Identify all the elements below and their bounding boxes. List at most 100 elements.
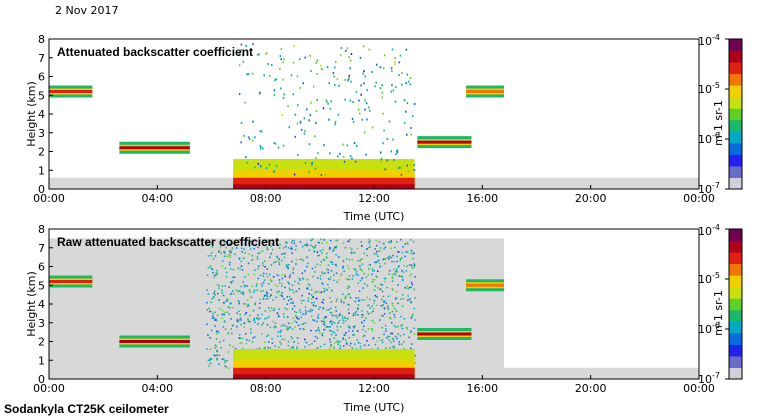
speckle — [261, 130, 263, 133]
panel-attenuated: Attenuated backscatter coefficient 01234… — [25, 33, 743, 223]
noise-pixel — [304, 306, 307, 308]
speckle — [240, 43, 243, 46]
speckle — [392, 138, 394, 141]
noise-pixel — [380, 288, 382, 290]
noise-pixel — [273, 326, 275, 329]
noise-pixel — [264, 294, 266, 297]
noise-pixel — [211, 246, 214, 248]
noise-pixel — [386, 337, 388, 339]
noise-pixel — [396, 255, 398, 258]
noise-pixel — [357, 260, 359, 262]
colorbar-segment — [729, 154, 742, 167]
noise-pixel — [319, 332, 321, 334]
noise-pixel — [316, 320, 318, 323]
speckle — [280, 58, 282, 61]
noise-pixel — [262, 281, 265, 284]
noise-pixel — [331, 261, 333, 263]
colorbar-segment — [729, 275, 742, 288]
noise-pixel — [320, 290, 323, 293]
noise-pixel — [367, 273, 370, 276]
noise-pixel — [376, 296, 378, 298]
noise-pixel — [249, 314, 251, 317]
noise-pixel — [410, 264, 413, 266]
speckle — [400, 166, 402, 169]
noise-pixel — [240, 323, 242, 326]
noise-pixel — [230, 318, 232, 320]
noise-pixel — [295, 321, 298, 324]
noise-pixel — [218, 363, 220, 365]
noise-pixel — [351, 278, 353, 280]
noise-pixel — [390, 247, 392, 249]
noise-pixel — [307, 288, 309, 290]
noise-pixel — [231, 332, 233, 335]
noise-pixel — [261, 285, 263, 287]
noise-pixel — [353, 268, 355, 270]
x-tick-label: 12:00 — [358, 192, 390, 205]
noise-pixel — [281, 292, 283, 294]
noise-pixel — [384, 277, 387, 280]
noise-pixel — [267, 298, 269, 300]
noise-pixel — [323, 239, 325, 241]
y-tick-label: 1 — [38, 164, 45, 177]
noise-pixel — [293, 242, 296, 245]
noise-pixel — [316, 263, 318, 265]
speckle — [366, 118, 368, 121]
noise-pixel — [376, 340, 378, 342]
speckle — [413, 169, 416, 172]
noise-pixel — [407, 299, 409, 302]
noise-pixel — [269, 347, 271, 349]
noise-pixel — [330, 344, 332, 346]
noise-pixel — [206, 309, 209, 311]
noise-pixel — [284, 275, 286, 278]
noise-pixel — [239, 313, 241, 316]
noise-pixel — [212, 315, 214, 317]
colorbar-segment — [729, 286, 742, 299]
noise-pixel — [262, 264, 264, 267]
noise-pixel — [322, 302, 324, 304]
noise-pixel — [319, 345, 322, 348]
speckle — [299, 86, 301, 89]
y-tick-label: 3 — [38, 127, 45, 140]
noise-pixel — [264, 266, 266, 268]
noise-pixel — [224, 320, 226, 322]
noise-pixel — [342, 242, 345, 244]
speckle — [299, 120, 302, 123]
noise-pixel — [383, 333, 385, 336]
noise-pixel — [216, 350, 218, 353]
noise-pixel — [270, 245, 272, 247]
noise-pixel — [265, 273, 268, 275]
noise-pixel — [363, 272, 365, 275]
noise-pixel — [347, 303, 349, 306]
noise-pixel — [323, 343, 326, 346]
noise-pixel — [377, 270, 379, 272]
noise-pixel — [211, 297, 213, 300]
noise-pixel — [266, 240, 269, 243]
noise-pixel — [225, 271, 228, 274]
noise-pixel — [347, 240, 349, 243]
noise-pixel — [273, 261, 275, 264]
speckle — [329, 152, 331, 155]
noise-pixel — [322, 291, 325, 293]
layer-core — [466, 283, 504, 287]
noise-pixel — [251, 341, 254, 343]
noise-pixel — [272, 309, 275, 312]
noise-pixel — [363, 344, 366, 347]
noise-pixel — [391, 302, 394, 305]
speckle — [259, 91, 261, 94]
noise-pixel — [284, 273, 286, 276]
noise-pixel — [414, 297, 416, 299]
noise-pixel — [304, 313, 307, 315]
noise-pixel — [329, 326, 331, 328]
noise-pixel — [342, 267, 344, 269]
noise-pixel — [326, 241, 328, 244]
speckle — [315, 61, 317, 64]
noise-pixel — [272, 276, 275, 278]
noise-pixel — [336, 239, 339, 241]
noise-pixel — [411, 250, 413, 252]
noise-pixel — [312, 319, 314, 321]
speckle — [349, 155, 352, 158]
noise-pixel — [331, 263, 334, 265]
noise-pixel — [224, 252, 226, 254]
noise-pixel — [309, 308, 312, 311]
speckle — [382, 112, 384, 115]
